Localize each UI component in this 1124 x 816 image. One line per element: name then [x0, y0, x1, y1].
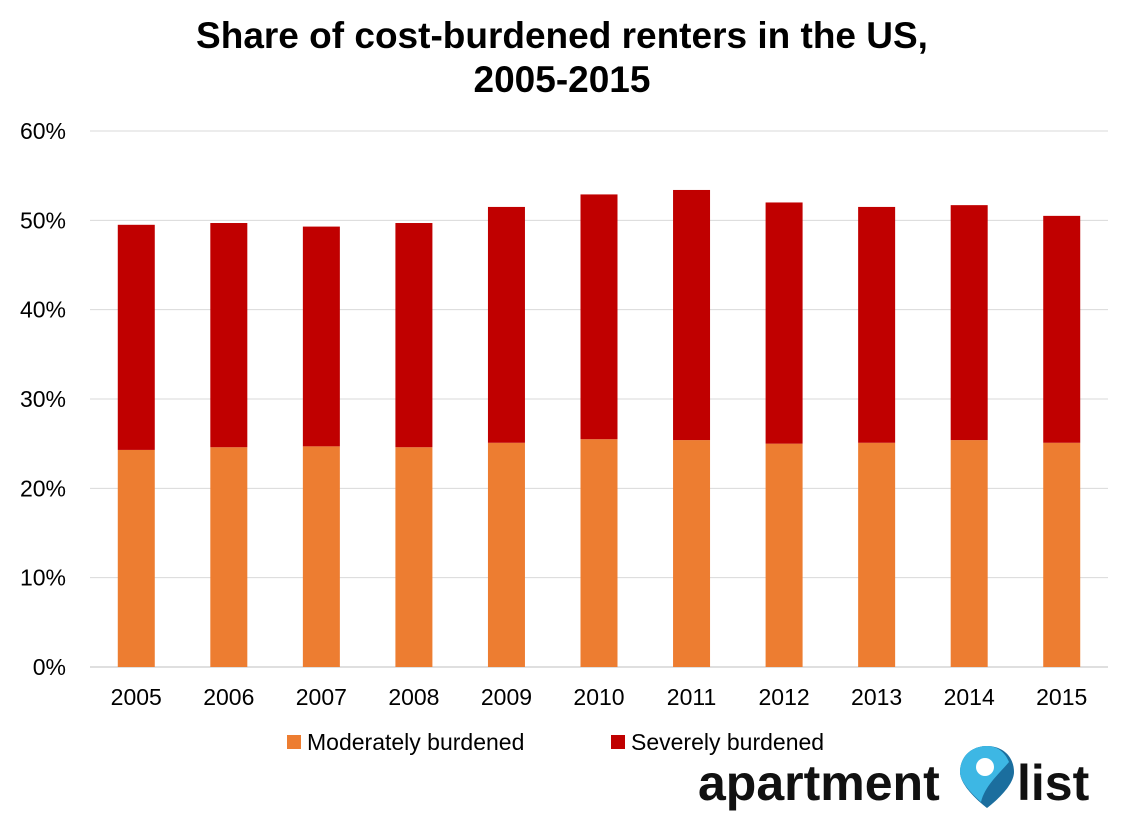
x-tick-label: 2005	[111, 684, 162, 710]
legend-swatch-moderately-burdened	[287, 735, 301, 749]
legend-label-moderately-burdened: Moderately burdened	[307, 729, 524, 755]
x-tick-label: 2006	[203, 684, 254, 710]
bar-severely-burdened-2009	[487, 206, 525, 443]
y-tick-label: 60%	[20, 118, 66, 144]
bars	[117, 189, 1081, 667]
bar-moderately-burdened-2005	[117, 449, 155, 667]
legend-label-severely-burdened: Severely burdened	[631, 729, 824, 755]
bar-moderately-burdened-2011	[673, 440, 711, 667]
bar-moderately-burdened-2014	[950, 440, 988, 667]
bar-moderately-burdened-2013	[858, 442, 896, 667]
x-tick-label: 2007	[296, 684, 347, 710]
y-tick-label: 20%	[20, 475, 66, 501]
bar-moderately-burdened-2007	[302, 446, 340, 667]
bar-severely-burdened-2011	[673, 189, 711, 441]
y-tick-label: 50%	[20, 207, 66, 233]
legend-swatch-severely-burdened	[611, 735, 625, 749]
bar-severely-burdened-2005	[117, 224, 155, 450]
bar-severely-burdened-2015	[1043, 215, 1081, 443]
x-tick-label: 2015	[1036, 684, 1087, 710]
map-pin-icon	[960, 746, 1014, 808]
logo-text-apartment: apartment	[698, 755, 940, 811]
bar-moderately-burdened-2006	[210, 447, 248, 667]
bar-moderately-burdened-2012	[765, 443, 803, 667]
x-tick-label: 2014	[944, 684, 995, 710]
x-tick-label: 2012	[759, 684, 810, 710]
bar-severely-burdened-2008	[395, 223, 433, 448]
chart-title: Share of cost-burdened renters in the US…	[196, 15, 928, 56]
x-tick-label: 2008	[388, 684, 439, 710]
y-tick-label: 10%	[20, 565, 66, 591]
x-tick-label: 2011	[667, 684, 716, 710]
bar-severely-burdened-2007	[302, 226, 340, 447]
bar-moderately-burdened-2010	[580, 439, 618, 667]
bar-severely-burdened-2012	[765, 202, 803, 444]
apartment-list-logo: apartment list	[698, 746, 1090, 811]
legend: Moderately burdened Severely burdened	[287, 729, 824, 755]
x-tick-label: 2013	[851, 684, 902, 710]
y-tick-label: 30%	[20, 386, 66, 412]
bar-moderately-burdened-2008	[395, 447, 433, 667]
bar-moderately-burdened-2015	[1043, 442, 1081, 667]
y-tick-label: 40%	[20, 297, 66, 323]
x-tick-label: 2009	[481, 684, 532, 710]
bar-moderately-burdened-2009	[487, 442, 525, 667]
chart-subtitle: 2005-2015	[474, 59, 651, 100]
y-axis: 0% 10% 20% 30% 40% 50% 60%	[20, 118, 66, 680]
logo-text-list: list	[1017, 755, 1090, 811]
y-tick-label: 0%	[33, 654, 66, 680]
bar-severely-burdened-2014	[950, 205, 988, 441]
bar-severely-burdened-2006	[210, 223, 248, 448]
bar-severely-burdened-2013	[858, 206, 896, 443]
bar-severely-burdened-2010	[580, 194, 618, 440]
x-tick-label: 2010	[573, 684, 624, 710]
x-axis: 2005 2006 2007 2008 2009 2010 2011 2012 2013 2014…	[111, 684, 1088, 710]
